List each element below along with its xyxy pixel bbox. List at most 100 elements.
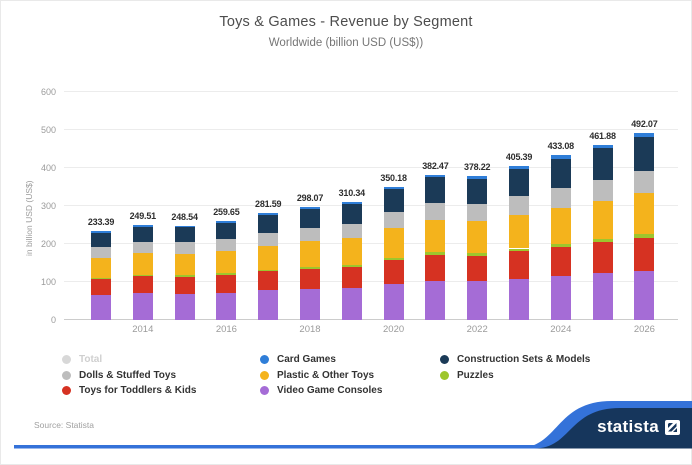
bar-segment-2023-dolls-stuffed-toys[interactable]: [509, 196, 529, 215]
bar-segment-2020-dolls-stuffed-toys[interactable]: [383, 212, 404, 229]
bar-segment-2018-dolls-stuffed-toys[interactable]: [300, 227, 320, 242]
bar-segment-2024-construction-sets-models[interactable]: [550, 158, 571, 189]
bar-segment-2018-video-game-consoles[interactable]: [300, 288, 320, 320]
bar-segment-2015-card-games[interactable]: [174, 225, 195, 228]
bar-segment-2024-dolls-stuffed-toys[interactable]: [550, 188, 571, 208]
bar-segment-2023-card-games[interactable]: [509, 166, 529, 170]
bar-segment-2019-card-games[interactable]: [341, 202, 362, 205]
bar-segment-2013-card-games[interactable]: [91, 231, 111, 233]
bar-segment-2014-dolls-stuffed-toys[interactable]: [132, 241, 153, 254]
bar-segment-2013-construction-sets-models[interactable]: [91, 232, 111, 247]
bar-segment-2017-video-game-consoles[interactable]: [258, 290, 279, 320]
bar-segment-2018-puzzles[interactable]: [300, 266, 320, 269]
bar-segment-2017-card-games[interactable]: [258, 213, 279, 215]
bar-segment-2022-construction-sets-models[interactable]: [467, 179, 488, 205]
bar-segment-2014-toys-for-toddlers-kids[interactable]: [132, 276, 153, 294]
bar-segment-2019-construction-sets-models[interactable]: [341, 204, 362, 225]
bar-segment-2024-plastic-other-toys[interactable]: [550, 207, 571, 244]
bar-segment-2025-dolls-stuffed-toys[interactable]: [592, 179, 613, 201]
bar-segment-2014-video-game-consoles[interactable]: [132, 293, 153, 320]
bar-segment-2021-toys-for-toddlers-kids[interactable]: [425, 254, 446, 281]
bar-segment-2022-card-games[interactable]: [467, 176, 488, 180]
bar-segment-2016-toys-for-toddlers-kids[interactable]: [216, 274, 237, 293]
bar-segment-2023-puzzles[interactable]: [509, 248, 529, 252]
bar-segment-2013-dolls-stuffed-toys[interactable]: [91, 246, 111, 258]
bar-segment-2016-puzzles[interactable]: [216, 273, 237, 275]
bar-segment-2020-card-games[interactable]: [383, 186, 404, 190]
bar-segment-2021-plastic-other-toys[interactable]: [425, 220, 446, 253]
bar-segment-2019-toys-for-toddlers-kids[interactable]: [341, 266, 362, 288]
bar-segment-2014-card-games[interactable]: [132, 225, 153, 227]
bar-segment-2026-toys-for-toddlers-kids[interactable]: [634, 237, 655, 271]
legend-item-puzzles[interactable]: Puzzles: [440, 368, 658, 384]
bar-segment-2022-puzzles[interactable]: [467, 253, 488, 256]
bar-segment-2024-toys-for-toddlers-kids[interactable]: [550, 246, 571, 277]
bar-segment-2013-toys-for-toddlers-kids[interactable]: [91, 278, 111, 295]
bar-segment-2015-plastic-other-toys[interactable]: [174, 253, 195, 276]
bar-segment-2023-toys-for-toddlers-kids[interactable]: [509, 251, 529, 279]
bar-segment-2018-toys-for-toddlers-kids[interactable]: [300, 268, 320, 289]
bar-segment-2018-card-games[interactable]: [300, 206, 320, 209]
bar-segment-2021-video-game-consoles[interactable]: [425, 280, 446, 320]
bar-segment-2021-construction-sets-models[interactable]: [425, 177, 446, 203]
bar-segment-2022-dolls-stuffed-toys[interactable]: [467, 204, 488, 222]
legend-item-construction-sets-models[interactable]: Construction Sets & Models: [440, 352, 658, 368]
bar-segment-2025-card-games[interactable]: [592, 144, 613, 149]
bar-segment-2014-puzzles[interactable]: [132, 274, 153, 277]
bar-segment-2019-plastic-other-toys[interactable]: [341, 238, 362, 265]
bar-segment-2024-card-games[interactable]: [550, 155, 571, 159]
bar-segment-2022-toys-for-toddlers-kids[interactable]: [467, 255, 488, 282]
legend-item-card-games[interactable]: Card Games: [260, 352, 440, 368]
bar-segment-2018-plastic-other-toys[interactable]: [300, 241, 320, 267]
bar-segment-2020-video-game-consoles[interactable]: [383, 283, 404, 320]
bar-segment-2026-card-games[interactable]: [634, 133, 655, 137]
bar-segment-2019-puzzles[interactable]: [341, 264, 362, 267]
bar-segment-2018-construction-sets-models[interactable]: [300, 208, 320, 228]
legend-item-video-game-consoles[interactable]: Video Game Consoles: [260, 383, 440, 399]
bar-segment-2025-toys-for-toddlers-kids[interactable]: [592, 242, 613, 274]
bar-segment-2023-video-game-consoles[interactable]: [509, 278, 529, 320]
bar-segment-2017-dolls-stuffed-toys[interactable]: [258, 232, 279, 246]
bar-segment-2013-puzzles[interactable]: [91, 277, 111, 279]
bar-segment-2020-puzzles[interactable]: [383, 257, 404, 260]
legend-item-total[interactable]: Total: [62, 352, 260, 368]
bar-segment-2017-construction-sets-models[interactable]: [258, 214, 279, 233]
bar-segment-2024-puzzles[interactable]: [550, 243, 571, 247]
bar-segment-2026-puzzles[interactable]: [634, 233, 655, 238]
bar-segment-2026-video-game-consoles[interactable]: [634, 270, 655, 320]
bar-segment-2019-video-game-consoles[interactable]: [341, 287, 362, 320]
bar-segment-2017-plastic-other-toys[interactable]: [258, 245, 279, 270]
bar-segment-2017-puzzles[interactable]: [258, 269, 279, 272]
bar-segment-2025-video-game-consoles[interactable]: [592, 273, 613, 320]
bar-segment-2013-plastic-other-toys[interactable]: [91, 257, 111, 278]
bar-segment-2022-plastic-other-toys[interactable]: [467, 221, 488, 254]
bar-segment-2015-dolls-stuffed-toys[interactable]: [174, 242, 195, 254]
bar-segment-2015-toys-for-toddlers-kids[interactable]: [174, 276, 195, 294]
bar-segment-2020-construction-sets-models[interactable]: [383, 189, 404, 213]
bar-segment-2014-construction-sets-models[interactable]: [132, 226, 153, 242]
bar-segment-2016-plastic-other-toys[interactable]: [216, 251, 237, 274]
bar-segment-2016-card-games[interactable]: [216, 221, 237, 224]
bar-segment-2026-plastic-other-toys[interactable]: [634, 193, 655, 234]
legend-item-toys-for-toddlers-kids[interactable]: Toys for Toddlers & Kids: [62, 383, 260, 399]
bar-segment-2016-dolls-stuffed-toys[interactable]: [216, 239, 237, 252]
bar-segment-2026-construction-sets-models[interactable]: [634, 136, 655, 172]
bar-segment-2016-construction-sets-models[interactable]: [216, 223, 237, 240]
bar-segment-2017-toys-for-toddlers-kids[interactable]: [258, 271, 279, 291]
statista-logo[interactable]: statista: [597, 417, 680, 437]
bar-segment-2023-plastic-other-toys[interactable]: [509, 214, 529, 249]
bar-segment-2015-video-game-consoles[interactable]: [174, 293, 195, 320]
bar-segment-2025-puzzles[interactable]: [592, 238, 613, 243]
bar-segment-2024-video-game-consoles[interactable]: [550, 276, 571, 320]
bar-segment-2016-video-game-consoles[interactable]: [216, 292, 237, 320]
bar-segment-2025-plastic-other-toys[interactable]: [592, 200, 613, 239]
bar-segment-2013-video-game-consoles[interactable]: [91, 294, 111, 320]
bar-segment-2026-dolls-stuffed-toys[interactable]: [634, 171, 655, 194]
bar-segment-2020-plastic-other-toys[interactable]: [383, 228, 404, 258]
bar-segment-2025-construction-sets-models[interactable]: [592, 148, 613, 180]
bar-segment-2019-dolls-stuffed-toys[interactable]: [341, 224, 362, 239]
bar-segment-2015-construction-sets-models[interactable]: [174, 227, 195, 243]
bar-segment-2022-video-game-consoles[interactable]: [467, 281, 488, 320]
bar-segment-2014-plastic-other-toys[interactable]: [132, 253, 153, 275]
bar-segment-2020-toys-for-toddlers-kids[interactable]: [383, 259, 404, 284]
